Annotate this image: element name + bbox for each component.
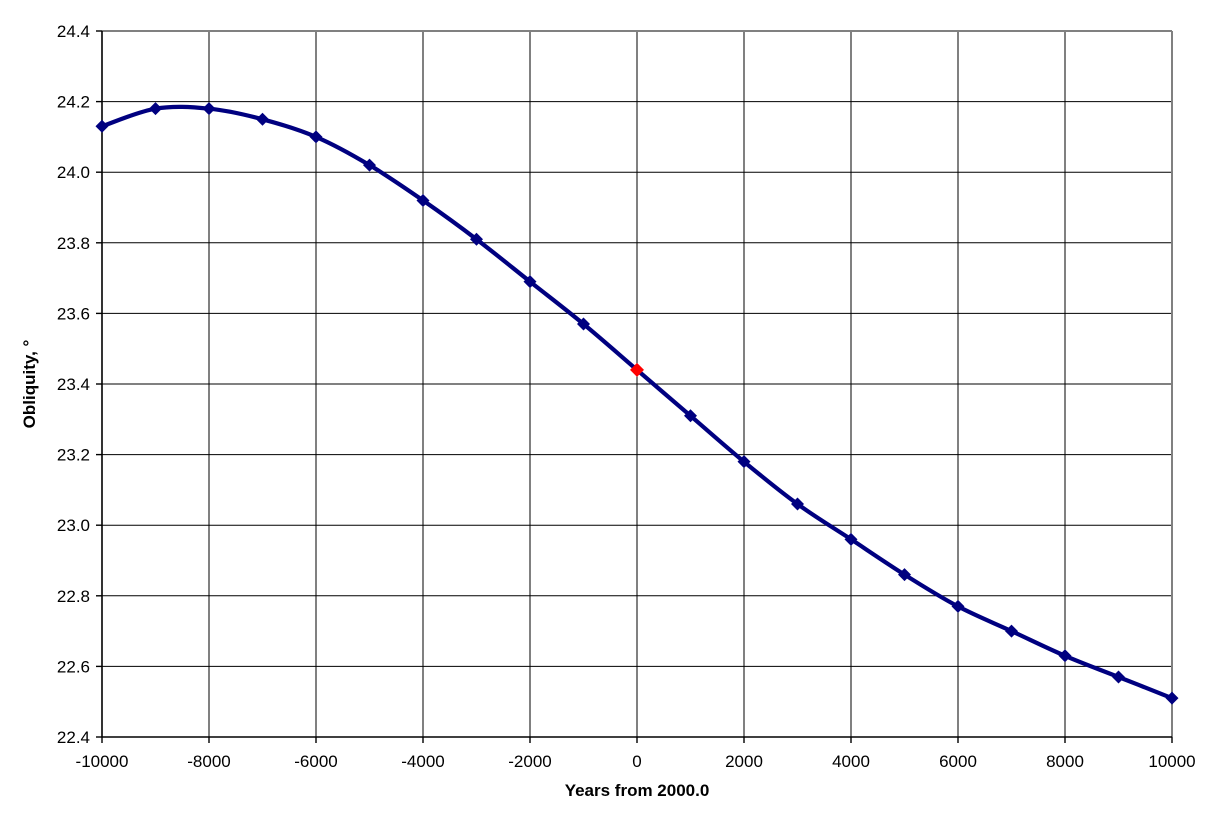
data-point-marker [1058, 649, 1072, 663]
x-tick-label: 4000 [832, 752, 870, 771]
data-point-marker [791, 497, 804, 511]
data-point-marker [95, 119, 109, 133]
x-tick-label: 2000 [725, 752, 763, 771]
x-tick-label: -6000 [294, 752, 337, 771]
data-point-marker [1112, 670, 1125, 684]
data-point-marker [363, 158, 376, 172]
y-tick-label: 24.0 [57, 163, 90, 182]
data-point-marker [951, 599, 965, 613]
data-point-marker [577, 317, 590, 331]
y-tick-label: 22.8 [57, 587, 90, 606]
y-tick-label: 23.0 [57, 516, 90, 535]
x-tick-label: -2000 [508, 752, 551, 771]
data-point-marker [470, 232, 483, 246]
data-point-marker [1165, 691, 1179, 705]
x-tick-label: 10000 [1148, 752, 1195, 771]
y-tick-label: 23.2 [57, 446, 90, 465]
data-point-marker [898, 568, 911, 582]
data-point-marker [737, 455, 751, 469]
x-tick-label: -8000 [187, 752, 230, 771]
x-tick-label: 6000 [939, 752, 977, 771]
data-point-marker [202, 102, 216, 116]
y-tick-label: 23.4 [57, 375, 90, 394]
data-point-marker [256, 112, 269, 126]
data-point-marker [523, 275, 537, 289]
data-point-marker [416, 193, 430, 207]
data-point-marker [309, 130, 323, 144]
data-point-marker [149, 102, 162, 116]
y-tick-label: 24.2 [57, 93, 90, 112]
x-tick-label: -4000 [401, 752, 444, 771]
y-tick-label: 22.6 [57, 657, 90, 676]
x-axis-title: Years from 2000.0 [564, 781, 710, 800]
y-tick-label: 24.4 [57, 22, 90, 41]
data-point-marker [1005, 624, 1018, 638]
y-tick-label: 23.6 [57, 304, 90, 323]
highlight-point-marker [630, 362, 644, 377]
y-tick-label: 23.8 [57, 234, 90, 253]
data-point-marker [844, 532, 858, 546]
x-tick-label: 8000 [1046, 752, 1084, 771]
y-axis-title: Obliquity, ° [20, 339, 39, 429]
y-tick-label: 22.4 [57, 728, 90, 747]
x-tick-label: -10000 [76, 752, 129, 771]
x-tick-label: 0 [632, 752, 641, 771]
data-point-marker [684, 409, 697, 423]
